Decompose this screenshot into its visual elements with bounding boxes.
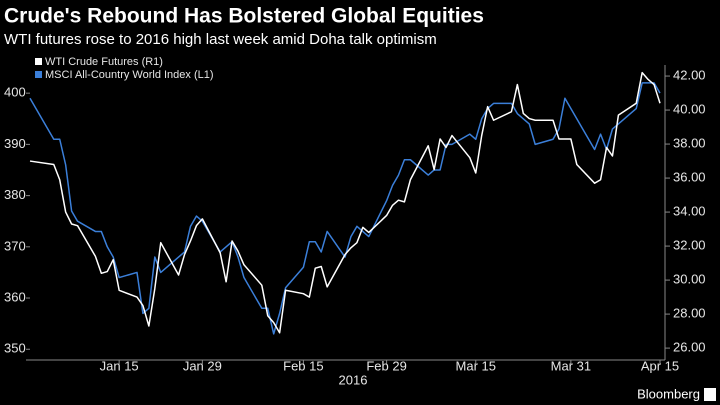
x-tick-label: Feb 15 bbox=[283, 359, 323, 374]
x-tick-label: Mar 31 bbox=[551, 359, 591, 374]
y2-tick-label: 36.00 bbox=[673, 170, 706, 185]
x-tick-label: Apr 15 bbox=[641, 359, 679, 374]
series-line bbox=[29, 82, 661, 335]
x-tick-label: Jan 15 bbox=[100, 359, 139, 374]
y-tick-label: 400 bbox=[4, 85, 26, 100]
legend-swatch bbox=[35, 71, 42, 78]
y2-tick-label: 38.00 bbox=[673, 136, 706, 151]
y-tick-label: 360 bbox=[4, 289, 26, 304]
y2-tick-label: 32.00 bbox=[673, 238, 706, 253]
y2-tick-label: 34.00 bbox=[673, 204, 706, 219]
y-tick-label: 390 bbox=[4, 136, 26, 151]
x-tick-label: Jan 29 bbox=[183, 359, 222, 374]
y2-tick-label: 28.00 bbox=[673, 306, 706, 321]
y-tick-label: 370 bbox=[4, 238, 26, 253]
source-logo bbox=[704, 388, 716, 401]
x-tick-label: Mar 15 bbox=[456, 359, 496, 374]
legend-label: WTI Crude Futures (R1) bbox=[45, 56, 163, 68]
chart-subtitle: WTI futures rose to 2016 high last week … bbox=[4, 31, 437, 48]
legend-label: MSCI All-Country World Index (L1) bbox=[45, 69, 214, 81]
series-line bbox=[29, 71, 661, 334]
x-tick-label: Feb 29 bbox=[366, 359, 406, 374]
y2-tick-label: 30.00 bbox=[673, 272, 706, 287]
y2-tick-label: 40.00 bbox=[673, 101, 706, 116]
y-tick-label: 380 bbox=[4, 187, 26, 202]
y2-tick-label: 42.00 bbox=[673, 67, 706, 82]
chart-title: Crude's Rebound Has Bolstered Global Equ… bbox=[4, 5, 484, 28]
y2-tick-label: 26.00 bbox=[673, 340, 706, 355]
x-axis-label: 2016 bbox=[339, 372, 368, 387]
source-label: Bloomberg bbox=[637, 386, 700, 401]
legend-swatch bbox=[35, 58, 42, 65]
y-tick-label: 350 bbox=[4, 341, 26, 356]
